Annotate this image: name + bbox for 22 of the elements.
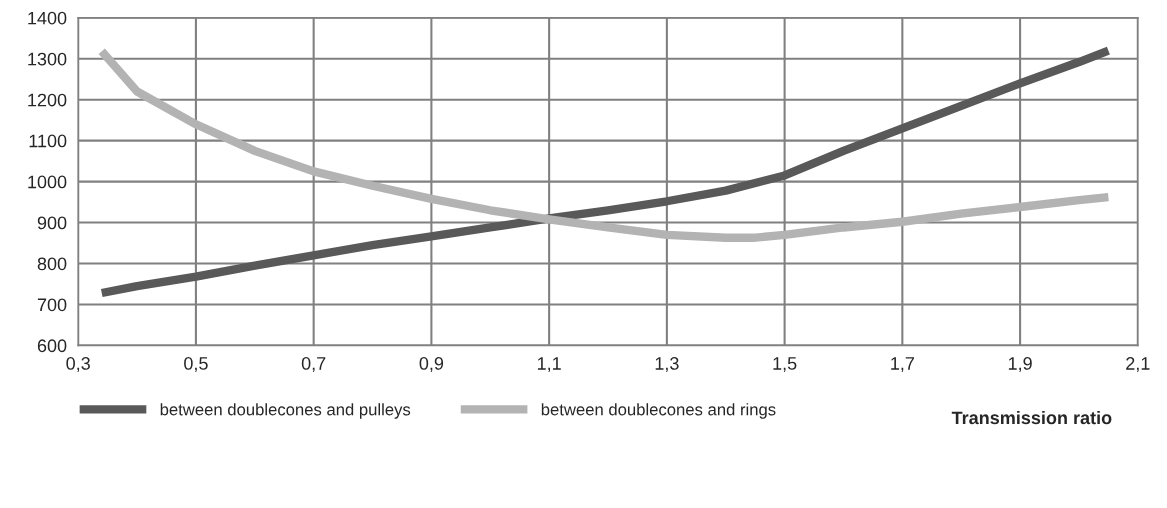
y-tick-label: 1400 bbox=[28, 11, 67, 25]
y-tick-label: 1300 bbox=[28, 52, 67, 66]
y-tick-label: 1200 bbox=[28, 93, 67, 107]
x-tick-label: 1,1 bbox=[537, 357, 561, 372]
x-tick-label: 0,9 bbox=[419, 357, 444, 372]
x-tick-label: 1,9 bbox=[1008, 357, 1032, 372]
x-tick-label: 1,5 bbox=[773, 357, 797, 372]
x-axis-title: Transmission ratio bbox=[951, 410, 1112, 425]
y-tick-label: 700 bbox=[37, 298, 67, 312]
x-tick-label: 0,5 bbox=[184, 357, 208, 372]
x-tick-label: 0,3 bbox=[66, 357, 90, 372]
x-tick-label: 1,7 bbox=[891, 357, 914, 372]
y-tick-label: 1100 bbox=[29, 134, 67, 148]
x-tick-label: 1,3 bbox=[655, 357, 679, 372]
y-tick-label: 900 bbox=[37, 216, 67, 230]
x-tick-label: 2,1 bbox=[1126, 357, 1150, 372]
x-tick-label: 0,7 bbox=[301, 357, 326, 372]
y-tick-label: 800 bbox=[37, 257, 67, 271]
legend-label: between doublecones and pulleys bbox=[160, 403, 411, 419]
y-tick-label: 600 bbox=[37, 339, 67, 353]
legend-label: between doublecones and rings bbox=[541, 403, 776, 419]
y-tick-label: 1000 bbox=[28, 175, 67, 189]
